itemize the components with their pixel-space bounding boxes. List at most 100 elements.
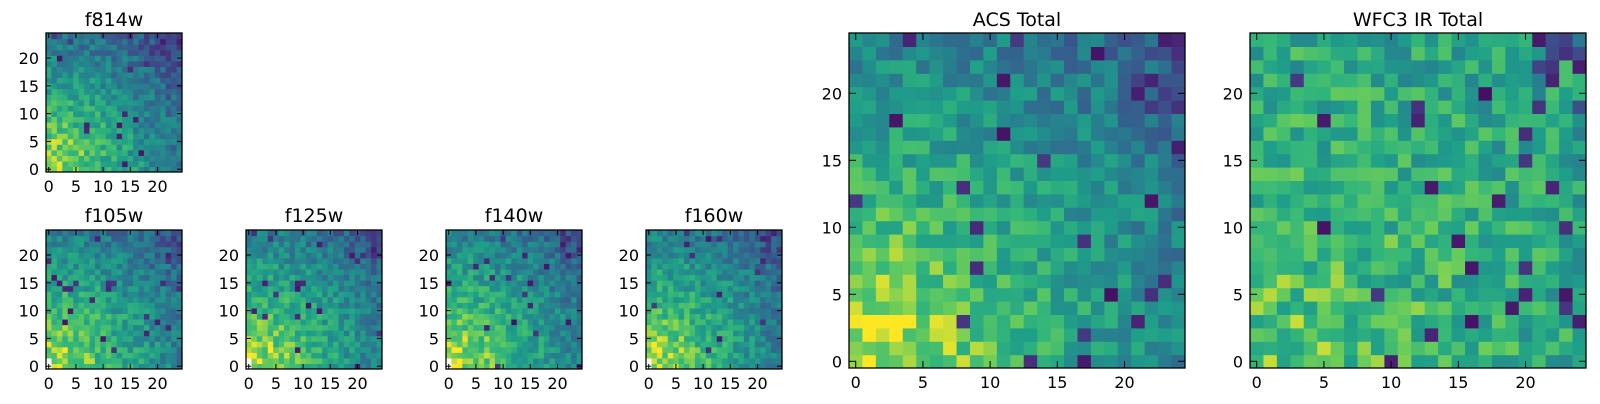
heatmap-cell [62,110,69,117]
heatmap-cell [160,160,167,168]
heatmap-cell [549,318,556,326]
heatmap-cell [1424,314,1439,329]
heatmap-cell [122,263,129,270]
heatmap-cell [1451,153,1466,168]
heatmap-cell [1357,59,1372,74]
heatmap-cell [116,341,123,348]
heatmap-cell [565,330,572,337]
heatmap-cell [176,71,182,79]
heatmap-cell [305,357,312,365]
heatmap-cell [94,313,101,320]
heatmap-cell [311,246,318,253]
heatmap-cell [171,83,178,90]
heatmap-cell [462,335,469,342]
heatmap-cell [1317,247,1332,262]
heatmap-cell [127,307,134,314]
heatmap-cell [527,257,534,264]
heatmap-cell [289,257,296,264]
heatmap-cell [765,291,772,298]
heatmap-cell [571,263,578,270]
heatmap-cell [1411,180,1426,195]
heatmap-cell [1131,113,1146,128]
heatmap-cell [1478,287,1493,302]
heatmap-cell [1117,287,1132,302]
heatmap-cell [1064,153,1079,168]
heatmap-cell [1171,193,1185,208]
heatmap-cell [1010,167,1025,181]
heatmap-cell [656,230,663,237]
heatmap-cell [171,49,178,56]
heatmap-cell [560,318,567,326]
heatmap-cell [494,274,501,281]
heatmap-cell [456,280,463,287]
heatmap-cell [111,49,118,56]
heatmap-cell [127,116,134,123]
heatmap-cell [667,252,674,259]
heatmap-cell [67,110,74,117]
heatmap-cell [1344,126,1359,141]
heatmap-cell [494,241,501,248]
heatmap-cell [256,246,263,253]
heatmap-cell [149,155,156,162]
heatmap-cell [560,291,567,298]
heatmap-cell [122,33,129,40]
heatmap-cell [1438,287,1453,302]
heatmap-cell [78,149,85,156]
heatmap-cell [338,241,345,248]
heatmap-cell [138,296,145,303]
heatmap-cell [1290,341,1305,356]
heatmap-cell [138,230,145,237]
heatmap-cell [467,313,474,320]
heatmap-cell [560,246,567,253]
heatmap-cell [160,296,167,303]
heatmap-cell [62,83,69,90]
heatmap-cell [456,341,463,348]
heatmap-cell [1572,234,1586,248]
heatmap-cell [889,180,904,195]
heatmap-cell [51,318,58,326]
heatmap-cell [1384,287,1399,302]
heatmap-cell [284,252,291,259]
heatmap-cell [1465,207,1480,222]
heatmap-cell [771,335,778,342]
heatmap-cell [754,257,761,264]
heatmap-cell [327,235,334,242]
heatmap-cell [505,330,512,337]
heatmap-cell [84,363,91,369]
heatmap-cell [100,335,107,342]
heatmap-cell [456,263,463,270]
heatmap-cell [273,346,280,353]
heatmap-cell [1505,234,1520,248]
heatmap-cell [711,252,718,259]
heatmap-cell [875,207,890,222]
heatmap-cell [133,313,140,320]
heatmap-cell [51,88,58,95]
heatmap-cell [78,55,85,62]
heatmap-cell [456,291,463,298]
heatmap-cell [1290,113,1305,128]
heatmap-cell [62,155,69,162]
heatmap-cell [67,280,74,287]
heatmap-cell [467,324,474,331]
heatmap-cell [862,86,877,101]
heatmap-cell [943,73,958,88]
x-tick-label: 5 [671,374,681,393]
heatmap-cell [1411,234,1426,248]
heatmap-cell [78,291,85,298]
heatmap-cell [983,46,998,61]
heatmap-cell [1064,126,1079,141]
heatmap-cell [1438,354,1453,368]
heatmap-cell [278,263,285,270]
heatmap-cell [1250,86,1265,101]
heatmap-cell [705,230,712,237]
heatmap-cell [1424,100,1439,114]
heatmap-cell [360,241,367,248]
heatmap-cell [743,285,750,292]
heatmap-cell [765,357,772,365]
heatmap-cell [689,235,696,242]
heatmap-cell [73,235,80,242]
heatmap-cell [1384,46,1399,61]
heatmap-cell [1023,274,1038,289]
heatmap-cell [473,235,480,242]
